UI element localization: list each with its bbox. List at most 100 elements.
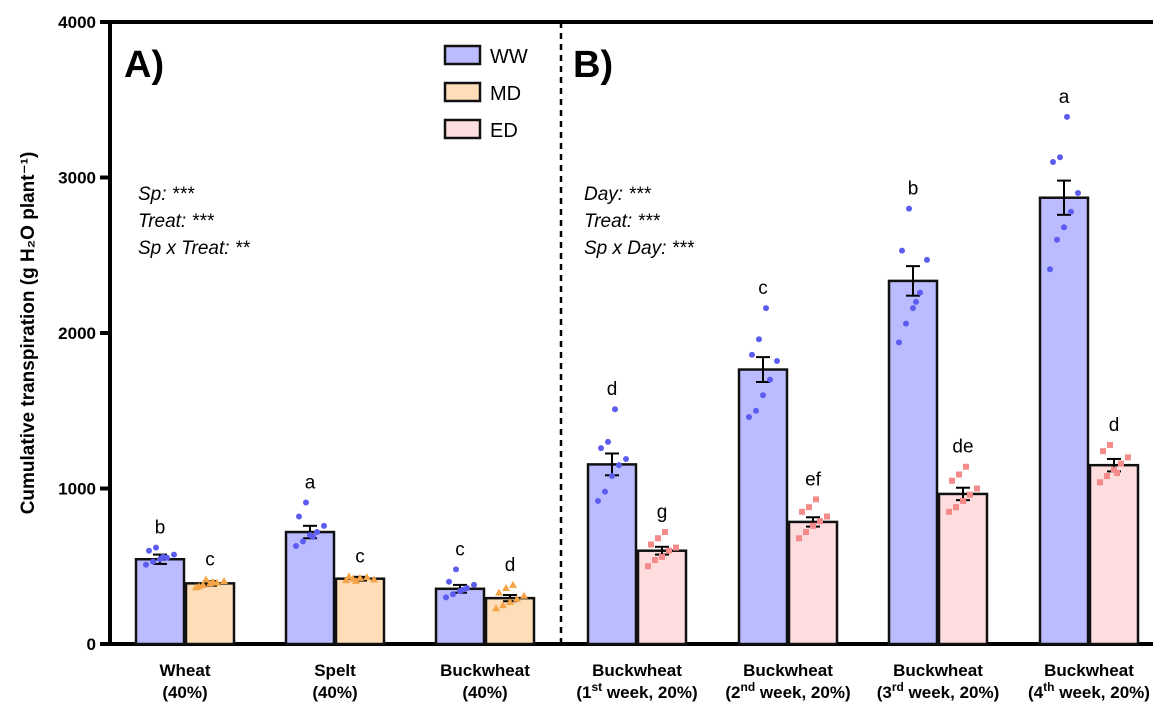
significance-letter: c [205,549,215,570]
bar-ww [737,368,789,646]
data-point [342,576,350,584]
data-point [443,594,449,601]
data-point [949,477,955,484]
data-point [209,577,217,585]
data-point [896,339,902,346]
data-point [370,575,378,583]
data-point [803,529,809,536]
data-point [352,577,360,585]
y-tick-label: 2000 [58,324,96,343]
data-point [506,598,514,606]
data-point [956,471,962,478]
data-point [1054,236,1060,243]
data-point [602,488,608,495]
y-tick-label: 1000 [58,480,96,499]
data-point [300,538,306,545]
data-point [609,473,615,480]
data-point [824,513,830,520]
legend-label-ww: WW [490,46,528,68]
data-point [310,533,316,540]
data-point [756,336,762,343]
data-point [202,575,210,583]
data-point [520,591,528,599]
significance-letter: ef [805,469,822,490]
bar-md [184,582,236,646]
data-point [345,572,353,580]
data-point [813,496,819,503]
significance-letter: d [505,555,516,576]
data-point [195,582,203,590]
data-point [499,601,507,609]
data-point [1111,466,1117,473]
data-point [906,205,912,212]
data-point [753,407,759,414]
panel-label-a: A) [124,44,164,86]
data-point [492,604,500,612]
category-label-line1: Spelt [314,661,356,680]
data-point [1118,460,1124,467]
bar-md [484,596,536,646]
data-point [960,497,966,504]
data-point [153,544,159,551]
data-point [363,573,371,581]
data-point [662,529,668,536]
stat-line-a: Sp x Treat: ** [138,238,250,259]
stat-line-b: Treat: *** [584,211,660,232]
data-point [146,547,152,554]
data-point [356,573,364,581]
stat-line-b: Sp x Day: *** [584,238,694,259]
data-point [321,522,327,529]
data-point [774,357,780,364]
significance-letter: b [155,518,166,539]
stat-line-b: Day: *** [584,184,651,205]
data-point [616,462,622,469]
bar-ww [586,463,638,646]
data-point [1100,448,1106,455]
bar-ed [937,492,989,646]
data-point [612,406,618,413]
data-point [967,491,973,498]
category-label-line2: (1st week, 20%) [576,680,697,702]
y-tick-label: 4000 [58,13,96,32]
data-point [220,577,228,585]
data-point [974,485,980,492]
data-point [1061,224,1067,231]
data-point [917,289,923,296]
data-point [1107,441,1113,448]
category-label-line2: (4th week, 20%) [1028,680,1150,702]
significance-letter: a [1059,87,1070,108]
category-label-line1: Buckwheat [1044,661,1134,680]
legend-label-ed: ED [490,120,518,142]
data-point [1068,208,1074,215]
data-point [953,504,959,511]
category-label-line1: Buckwheat [592,661,682,680]
stat-line-a: Treat: *** [138,211,214,232]
data-point [160,553,166,560]
category-label-line1: Wheat [160,661,211,680]
data-point [806,504,812,511]
data-point [1057,154,1063,161]
data-point [171,551,177,558]
data-point [143,561,149,568]
data-point [767,376,773,383]
data-point [652,557,658,564]
data-point [595,497,601,504]
data-point [1097,479,1103,486]
data-point [817,518,823,525]
stat-line-a: Sp: *** [138,184,195,205]
significance-letter: d [607,379,618,400]
significance-letter: g [657,502,668,523]
bar-ww [284,530,336,646]
significance-letter: c [455,539,465,560]
data-point [659,553,665,560]
y-tick-label: 0 [87,635,96,654]
bar-ed [1088,463,1140,646]
significance-letter: c [758,278,768,299]
category-label-line1: Buckwheat [743,661,833,680]
significance-letter: de [952,437,973,458]
category-label-line2: (40%) [162,683,207,702]
data-point [1114,469,1120,476]
significance-letter: a [305,472,316,493]
data-point [899,247,905,254]
